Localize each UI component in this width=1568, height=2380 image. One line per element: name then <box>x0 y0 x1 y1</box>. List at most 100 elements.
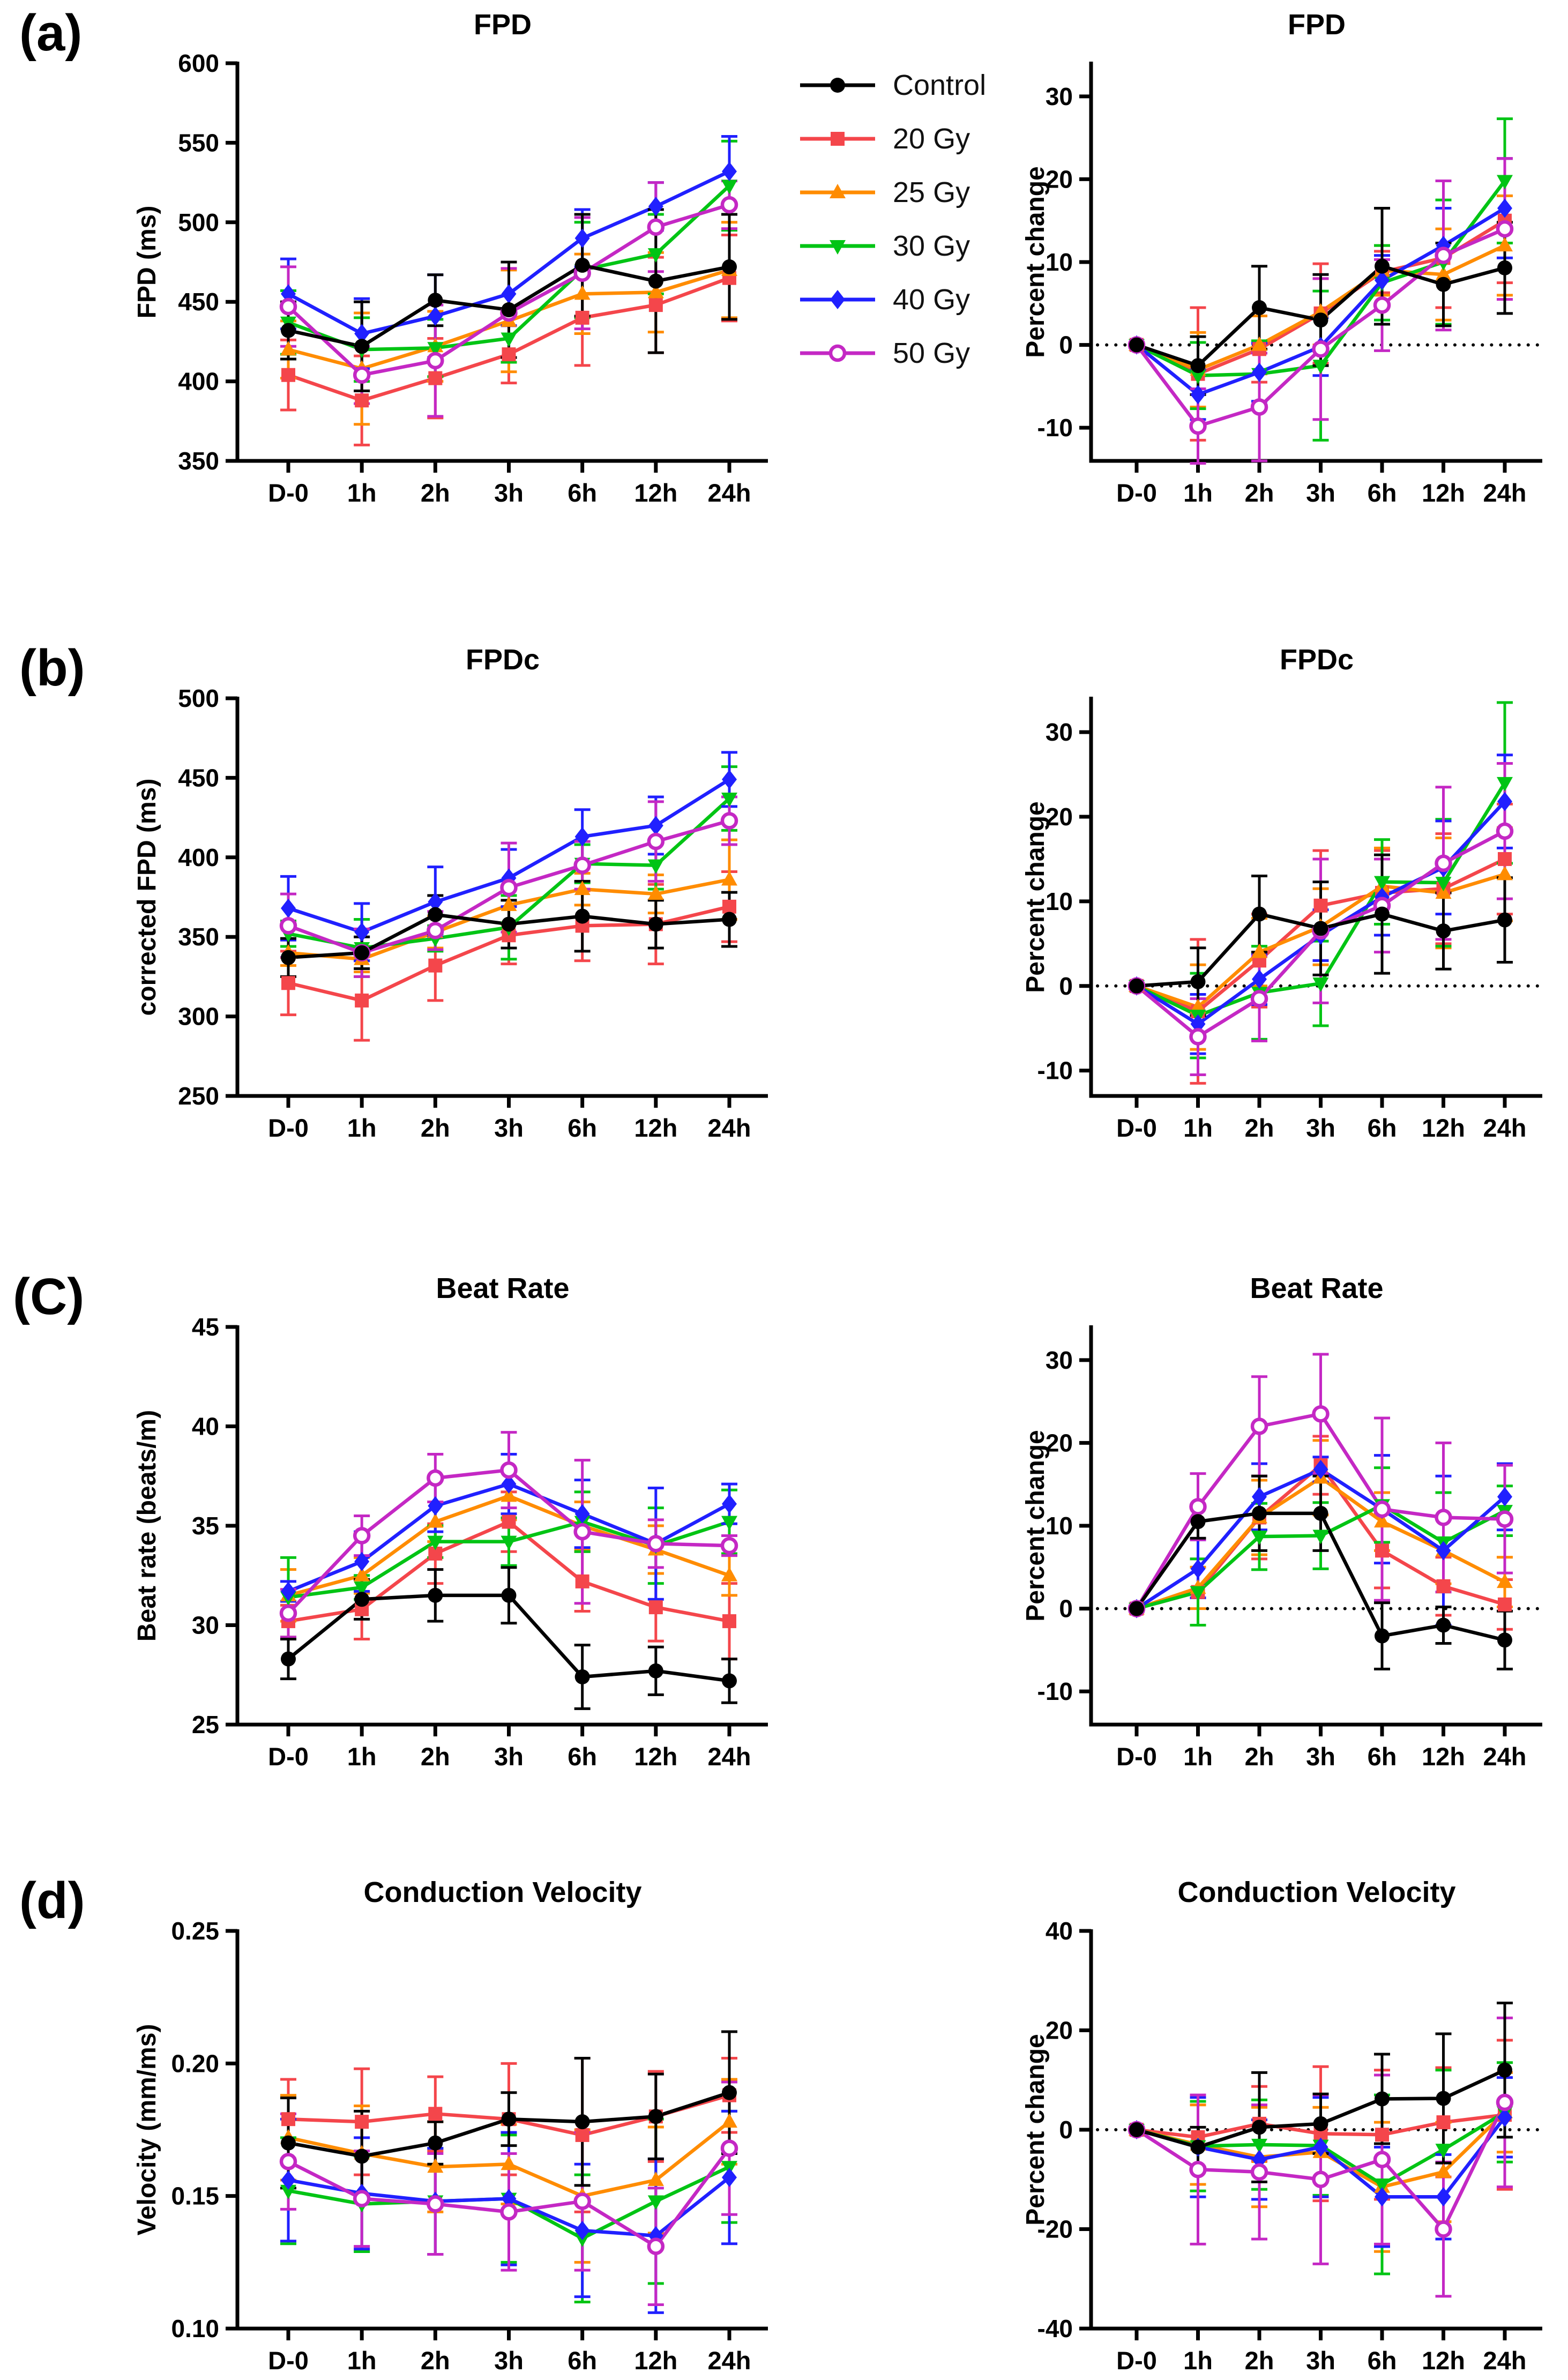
y-tick-label: 500 <box>178 684 219 712</box>
series-markers-50 Gy <box>1128 220 1514 435</box>
x-tick-label: 2h <box>1245 1742 1274 1771</box>
series-markers-Control <box>1129 2062 1512 2155</box>
circle-marker-icon <box>800 78 875 93</box>
x-tick-label: 6h <box>1368 1114 1397 1142</box>
y-tick-label: 500 <box>178 208 219 236</box>
x-tick-label: 2h <box>1245 1114 1274 1142</box>
axes: -10 0 10 20 30 D-0 1h 2h 3h 6h 12h 24h <box>1037 697 1542 1142</box>
y-axis-label: corrected FPD (ms) <box>133 779 161 1016</box>
axes: -40 -20 0 20 40 D-0 1h 2h 3h 6h 12h 24h <box>1037 1917 1542 2375</box>
x-tick-label: 3h <box>494 1742 524 1771</box>
axes: 250 300 350 400 450 500 D-0 1h 2h 3h 6h 12h 24h <box>178 684 768 1142</box>
y-tick-label: 20 <box>1046 2017 1073 2045</box>
x-tick-label: D-0 <box>268 479 309 507</box>
y-axis-label: Percent change <box>1021 1430 1050 1621</box>
x-tick-label: D-0 <box>1116 2346 1157 2375</box>
y-tick-label: 350 <box>178 923 219 951</box>
x-tick-label: 3h <box>494 479 524 507</box>
legend-label: 50 Gy <box>893 337 970 369</box>
x-tick-label: 3h <box>494 1114 524 1142</box>
y-tick-label: 30 <box>192 1611 219 1639</box>
y-axis-label: Beat rate (beats/m) <box>133 1410 161 1642</box>
x-tick-label: 12h <box>1422 2346 1465 2375</box>
series-markers-Control <box>281 1587 737 1689</box>
y-axis-label: Percent change <box>1021 166 1050 357</box>
chart-beat-rate-absolute: Beat Rate Beat rate (beats/m) 25 30 35 40 45 D-… <box>122 1264 792 1789</box>
y-tick-label: 600 <box>178 49 219 77</box>
series-markers-40 Gy <box>281 770 737 942</box>
legend: Control 20 Gy 25 Gy 30 Gy 40 Gy 50 Gy <box>797 69 986 370</box>
axes: -10 0 10 20 30 D-0 1h 2h 3h 6h 12h 24h <box>1037 1325 1542 1771</box>
x-tick-label: 24h <box>1483 479 1527 507</box>
panel-label-d: (d) <box>19 1872 85 1929</box>
x-tick-label: 3h <box>494 2346 524 2375</box>
x-tick-label: 1h <box>347 2346 377 2375</box>
series-markers-50 Gy <box>279 2139 738 2255</box>
panel-a: (a) FPD FPD (ms) 350 400 450 500 550 600 D-0 1h 2h… <box>0 0 1568 525</box>
y-axis-label: Velocity (mm/ms) <box>133 2024 161 2236</box>
y-tick-label: 250 <box>178 1082 219 1110</box>
chart-canvas: Beat Rate Beat rate (beats/m) 25 30 35 40 45 D-… <box>133 1272 768 1771</box>
panel-label-c: (C) <box>13 1268 85 1325</box>
legend-item-30-gy: 30 Gy <box>797 229 986 263</box>
square-marker-icon <box>800 132 875 146</box>
y-tick-label: 10 <box>1046 1512 1073 1540</box>
circle-open-marker-icon <box>800 344 875 362</box>
chart-fpdc-absolute: FPDc corrected FPD (ms) 250 300 350 400 450 500… <box>122 635 792 1160</box>
x-tick-label: 3h <box>1306 2346 1335 2375</box>
y-tick-label: 0.15 <box>171 2182 219 2210</box>
y-tick-label: 400 <box>178 368 219 396</box>
chart-title: FPDc <box>1280 644 1354 676</box>
chart-title: Beat Rate <box>436 1272 569 1304</box>
x-tick-label: 12h <box>1422 479 1465 507</box>
chart-title: FPD <box>474 9 532 41</box>
chart-beat-rate-percent-change: Beat Rate Percent change -10 0 10 20 30 D-0 1h 2h… <box>1011 1264 1568 1789</box>
legend-item-20-gy: 20 Gy <box>797 122 986 155</box>
panel-label-a: (a) <box>19 4 83 62</box>
y-tick-label: 20 <box>1046 803 1073 831</box>
chart-canvas: Conduction Velocity Velocity (mm/ms) 0.100… <box>133 1876 768 2375</box>
panel-label-b: (b) <box>19 639 85 697</box>
y-axis-label: FPD (ms) <box>133 206 161 319</box>
chart-canvas: FPD Percent change -10 0 10 20 30 D-0 1h 2h 3h 6h 12… <box>1021 9 1544 507</box>
x-tick-label: 3h <box>1306 1114 1335 1142</box>
x-tick-label: 1h <box>1183 2346 1213 2375</box>
chart-title: Conduction Velocity <box>363 1876 641 1908</box>
series-markers-Control <box>1129 1505 1512 1648</box>
y-tick-label: 450 <box>178 288 219 316</box>
triangle-up-marker-icon <box>800 184 875 198</box>
panel-d: (d) Conduction Velocity Velocity (mm/ms) 0… <box>0 1868 1568 2380</box>
y-tick-label: 10 <box>1046 887 1073 915</box>
x-tick-label: 6h <box>1368 2346 1397 2375</box>
x-tick-label: 12h <box>1422 1742 1465 1771</box>
x-tick-label: 2h <box>1245 479 1274 507</box>
x-tick-label: 1h <box>1183 1742 1213 1771</box>
x-tick-label: 24h <box>708 1114 751 1142</box>
y-tick-label: 30 <box>1046 1346 1073 1374</box>
x-tick-label: 12h <box>634 1742 677 1771</box>
y-tick-label: 40 <box>1046 1917 1073 1945</box>
axes: 0.10 0.15 0.20 0.25 D-0 1h 2h 3h 6h 12h 24h <box>171 1917 768 2375</box>
x-tick-label: 3h <box>1306 1742 1335 1771</box>
axes: -10 0 10 20 30 D-0 1h 2h 3h 6h 12h 24h <box>1037 62 1542 507</box>
legend-label: 20 Gy <box>893 123 970 155</box>
series-markers-Control <box>281 907 737 965</box>
y-tick-label: 30 <box>1046 718 1073 746</box>
triangle-down-marker-icon <box>800 240 875 255</box>
legend-item-50-gy: 50 Gy <box>797 337 986 370</box>
x-tick-label: 24h <box>1483 1742 1527 1771</box>
panel-b: (b) FPDc corrected FPD (ms) 250 300 350 400 45… <box>0 635 1568 1160</box>
x-tick-label: 6h <box>1368 479 1397 507</box>
y-tick-label: 450 <box>178 764 219 792</box>
y-tick-label: 45 <box>192 1313 219 1341</box>
y-tick-label: 20 <box>1046 1429 1073 1457</box>
chart-fpd-percent-change: FPD Percent change -10 0 10 20 30 D-0 1h 2h 3h 6h 12… <box>1011 0 1568 525</box>
chart-canvas: FPDc corrected FPD (ms) 250 300 350 400 450 500… <box>133 644 768 1142</box>
chart-canvas: FPD FPD (ms) 350 400 450 500 550 600 D-0 1h 2h 3h 6h… <box>133 9 768 507</box>
x-tick-label: 1h <box>347 1742 377 1771</box>
y-tick-label: 300 <box>178 1003 219 1031</box>
legend-label: 30 Gy <box>893 230 970 262</box>
chart-fpdc-percent-change: FPDc Percent change -10 0 10 20 30 D-0 1h 2h 3h 6h 1… <box>1011 635 1568 1160</box>
chart-conduction-velocity-percent-change: Conduction Velocity Percent change -40 -20 0… <box>1011 1868 1568 2380</box>
chart-title: FPD <box>1288 9 1346 41</box>
